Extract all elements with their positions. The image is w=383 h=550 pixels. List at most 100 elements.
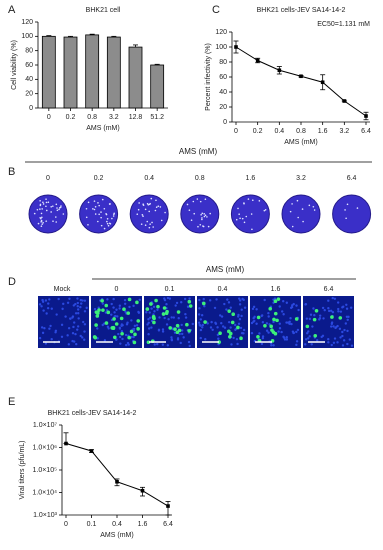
infected-cell bbox=[187, 299, 192, 304]
nucleus bbox=[327, 337, 330, 341]
infected-cell bbox=[188, 304, 193, 308]
nucleus bbox=[311, 325, 314, 328]
nucleus bbox=[181, 332, 184, 336]
nucleus bbox=[297, 308, 300, 312]
nucleus bbox=[216, 326, 219, 329]
plaque bbox=[159, 206, 162, 208]
y-tick-label: 1.0×10³ bbox=[33, 512, 58, 519]
infected-cell bbox=[330, 315, 334, 319]
x-tick-label: 6.4 bbox=[361, 128, 371, 135]
plaque bbox=[40, 225, 43, 227]
nucleus bbox=[341, 344, 345, 347]
nucleus bbox=[150, 326, 153, 329]
nucleus bbox=[180, 329, 184, 332]
nucleus bbox=[158, 316, 161, 319]
infected-cell bbox=[95, 314, 100, 318]
infected-cell bbox=[122, 307, 126, 311]
plaque bbox=[58, 207, 61, 209]
plaque bbox=[190, 219, 193, 222]
nucleus bbox=[161, 328, 165, 331]
infected-cell bbox=[114, 322, 119, 326]
nucleus bbox=[126, 321, 129, 324]
plaque bbox=[106, 217, 109, 220]
nucleus bbox=[79, 334, 82, 338]
infected-cell bbox=[203, 320, 207, 324]
plaque bbox=[308, 204, 311, 207]
infected-cell bbox=[120, 331, 124, 336]
y-axis-label: Percent infectivity (%) bbox=[205, 43, 212, 111]
plaque bbox=[150, 197, 153, 200]
nucleus bbox=[216, 333, 220, 337]
panel-label: E bbox=[8, 396, 15, 408]
nucleus bbox=[43, 327, 46, 330]
nucleus bbox=[202, 297, 205, 301]
plaque bbox=[98, 213, 100, 216]
nucleus bbox=[170, 316, 173, 319]
axis-label: AMS (mM) bbox=[206, 265, 245, 274]
plaque bbox=[100, 224, 103, 227]
plaque-well bbox=[230, 194, 270, 234]
plaque bbox=[111, 217, 113, 220]
nucleus bbox=[343, 328, 346, 332]
plaque bbox=[243, 202, 245, 204]
infected-cell bbox=[119, 316, 124, 321]
panel-label: C bbox=[212, 4, 220, 16]
nucleus bbox=[146, 323, 149, 326]
x-axis-label: AMS (mM) bbox=[100, 532, 133, 539]
nucleus bbox=[295, 343, 298, 347]
infected-cell bbox=[305, 324, 310, 329]
nucleus bbox=[336, 341, 339, 344]
nucleus bbox=[83, 338, 86, 341]
bar bbox=[63, 36, 78, 109]
nucleus bbox=[278, 322, 281, 325]
plaque bbox=[87, 223, 89, 226]
plaque bbox=[50, 206, 53, 208]
x-tick-label: 0 bbox=[234, 128, 238, 135]
plaque bbox=[296, 199, 299, 202]
plaque bbox=[264, 209, 267, 211]
infected-cell bbox=[338, 316, 343, 320]
nucleus bbox=[334, 326, 337, 330]
nucleus bbox=[76, 328, 79, 331]
concentration-label: 6.4 bbox=[324, 286, 334, 293]
nucleus bbox=[147, 318, 150, 321]
nucleus bbox=[327, 309, 331, 313]
plaque bbox=[302, 220, 304, 223]
plaque bbox=[56, 209, 59, 212]
nucleus bbox=[77, 308, 80, 311]
nucleus bbox=[232, 336, 235, 340]
nucleus bbox=[71, 332, 75, 335]
point bbox=[64, 441, 68, 446]
plaque-well bbox=[281, 194, 321, 234]
plaque bbox=[141, 213, 144, 216]
nucleus bbox=[292, 331, 296, 335]
x-tick-label: 0.2 bbox=[253, 128, 263, 135]
plaque bbox=[157, 205, 160, 208]
plaque bbox=[41, 208, 43, 210]
nucleus bbox=[49, 324, 52, 328]
nucleus bbox=[115, 308, 118, 311]
plaque bbox=[164, 211, 166, 214]
nucleus bbox=[112, 297, 115, 301]
nucleus bbox=[124, 333, 128, 337]
nucleus bbox=[61, 307, 64, 311]
infected-cell bbox=[217, 340, 221, 344]
nucleus bbox=[283, 338, 287, 341]
x-tick-label: 1.6 bbox=[318, 128, 328, 135]
nucleus bbox=[68, 297, 71, 300]
nucleus bbox=[187, 340, 191, 344]
nucleus bbox=[147, 333, 150, 336]
plaque bbox=[97, 220, 99, 223]
nucleus bbox=[179, 341, 182, 345]
nucleus bbox=[113, 311, 116, 314]
nucleus bbox=[315, 339, 319, 342]
y-tick-label: 1.0×10⁷ bbox=[33, 422, 58, 429]
nucleus bbox=[304, 338, 308, 341]
nucleus bbox=[211, 328, 214, 331]
bar bbox=[41, 35, 56, 109]
nucleus bbox=[114, 314, 117, 318]
concentration-label: 6.4 bbox=[347, 175, 357, 182]
concentration-label: 3.2 bbox=[296, 175, 306, 182]
plaque bbox=[201, 212, 204, 215]
